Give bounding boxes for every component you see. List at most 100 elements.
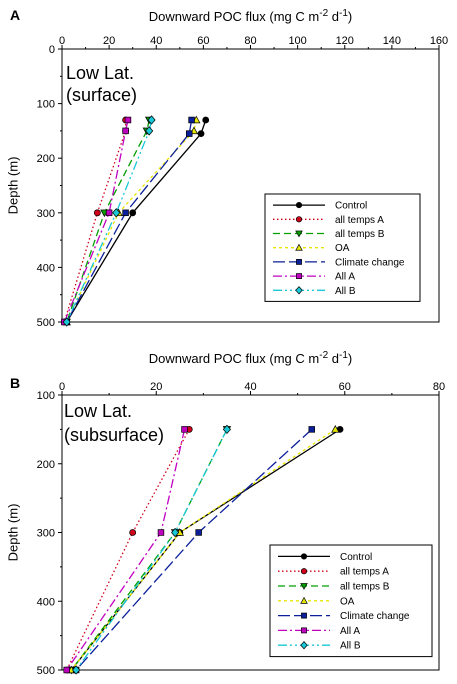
legend-marker <box>301 612 307 619</box>
y-tick-label: 500 <box>37 665 55 677</box>
data-point <box>62 317 71 327</box>
y-tick-label: 200 <box>37 459 55 471</box>
series-line <box>66 119 153 323</box>
x-tick-label: 60 <box>197 35 209 47</box>
legend-marker <box>300 553 308 560</box>
legend-marker <box>300 568 308 575</box>
legend-label: all temps B <box>335 229 385 240</box>
legend-label: all temps B <box>340 582 390 593</box>
panel-annotation-line: Low Lat. <box>66 63 134 83</box>
series-line <box>63 119 129 323</box>
y-axis-label: Depth (m) <box>5 504 20 562</box>
panel-annotation-line: (surface) <box>66 85 137 105</box>
y-axis-label: Depth (m) <box>5 157 20 215</box>
y-tick-label: 400 <box>37 596 55 608</box>
legend-label: all temps A <box>335 215 384 226</box>
data-point <box>197 130 205 138</box>
data-point <box>124 116 132 124</box>
data-point <box>181 426 188 433</box>
x-tick-label: 160 <box>430 35 448 47</box>
series-line <box>66 119 150 323</box>
data-point <box>145 126 154 136</box>
x-tick-label: 20 <box>150 381 162 393</box>
legend-label: Control <box>335 201 367 212</box>
legend-label: OA <box>340 596 355 607</box>
data-point <box>171 527 180 538</box>
legend-label: All A <box>335 272 355 283</box>
legend-marker <box>296 273 302 280</box>
panel-annotation-line: Low Lat. <box>64 401 132 421</box>
data-point <box>129 529 137 536</box>
panel-annotation-line: (subsurface) <box>64 425 164 445</box>
panel-label: A <box>10 7 20 23</box>
y-tick-label: 300 <box>37 208 55 220</box>
legend-marker <box>296 258 302 265</box>
y-tick-label: 500 <box>37 317 55 329</box>
data-point <box>186 130 193 137</box>
legend-label: All A <box>340 626 360 637</box>
x-tick-label: 60 <box>339 381 351 393</box>
data-point <box>122 209 129 217</box>
legend-box <box>264 193 421 302</box>
series-line <box>66 119 197 323</box>
x-tick-label: 120 <box>336 35 354 47</box>
legend-marker <box>295 230 303 238</box>
chart-panel-b: B Downward POC flux (mg C m-2 d-1) 0 20 40 60… <box>5 350 445 678</box>
x-tick-label: 40 <box>244 381 256 393</box>
y-tick-label: 200 <box>37 153 55 165</box>
chart-panel-a: A Downward POC flux (mg C m-2 d-1) 0 20 40 60… <box>5 7 448 329</box>
x-tick-label: 0 <box>59 381 65 393</box>
data-point <box>157 529 165 536</box>
series-line <box>66 119 193 323</box>
x-tick-label: 140 <box>383 35 401 47</box>
legend-marker <box>301 627 307 634</box>
data-point <box>112 208 121 218</box>
data-point <box>308 426 315 433</box>
data-point <box>93 209 101 217</box>
data-point <box>202 116 210 124</box>
series-line <box>66 119 207 323</box>
data-point <box>122 127 129 135</box>
x-tick-label: 40 <box>150 35 162 47</box>
legend-marker <box>295 286 303 295</box>
x-tick-label: 100 <box>288 35 306 47</box>
y-tick-label: 0 <box>49 44 55 56</box>
legend-marker <box>300 583 308 590</box>
legend-label: all temps A <box>340 567 389 578</box>
x-tick-label: 20 <box>103 35 115 47</box>
y-tick-label: 300 <box>37 528 55 540</box>
data-point <box>147 115 156 125</box>
legend-marker <box>300 640 308 650</box>
legend-label: All B <box>340 641 361 652</box>
data-point <box>222 424 232 435</box>
chart-title: Downward POC flux (mg C m-2 d-1) <box>149 350 352 367</box>
series-line <box>66 429 190 671</box>
data-point <box>195 529 202 536</box>
legend-label: OA <box>335 243 350 254</box>
y-tick-label: 100 <box>37 99 55 111</box>
x-tick-label: 0 <box>59 35 65 47</box>
legend-label: Control <box>340 552 372 563</box>
legend-marker <box>300 596 308 604</box>
y-tick-label: 100 <box>37 390 55 402</box>
legend-marker <box>295 243 303 251</box>
panel-label: B <box>10 375 20 391</box>
x-tick-label: 80 <box>433 381 445 393</box>
series-line <box>63 119 127 323</box>
data-point <box>188 116 195 124</box>
data-point <box>331 425 340 433</box>
data-point <box>105 209 113 217</box>
chart-title: Downward POC flux (mg C m-2 d-1) <box>149 8 352 25</box>
y-tick-label: 400 <box>37 262 55 274</box>
data-point <box>63 666 70 674</box>
legend-label: Climate change <box>335 257 405 268</box>
legend-marker <box>295 202 303 209</box>
legend-label: Climate change <box>340 611 410 622</box>
data-point <box>129 209 137 217</box>
data-point <box>72 665 81 675</box>
x-tick-label: 80 <box>244 35 256 47</box>
legend-marker <box>295 216 303 223</box>
legend-label: All B <box>335 286 356 297</box>
